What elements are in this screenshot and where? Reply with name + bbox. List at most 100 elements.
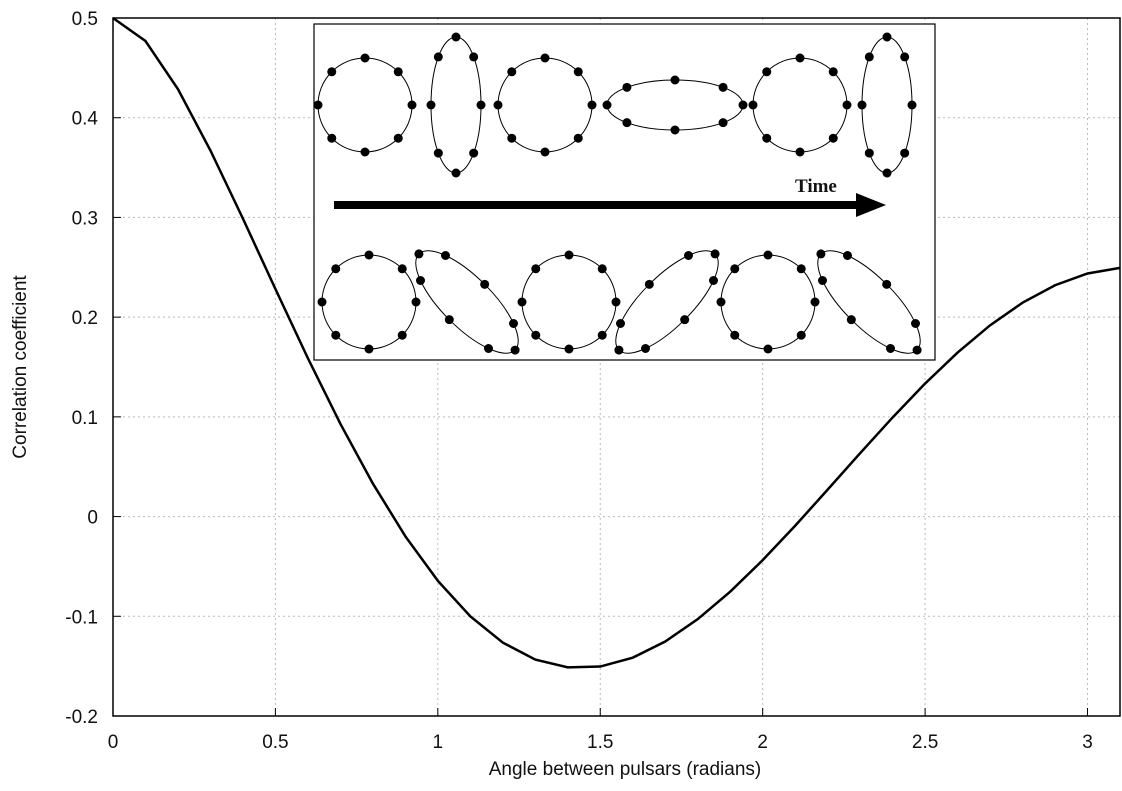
particle	[670, 75, 680, 85]
y-tick-label: -0.1	[65, 607, 98, 628]
particle	[796, 330, 806, 340]
particle	[795, 53, 805, 63]
particle	[816, 249, 826, 259]
ring	[602, 75, 748, 135]
particle	[327, 67, 337, 77]
x-tick-label: 3	[1082, 732, 1093, 753]
ring	[317, 250, 421, 354]
x-tick-label: 1.5	[587, 732, 613, 753]
x-axis-label: Angle between pulsars (radians)	[489, 759, 762, 780]
particle	[469, 52, 479, 62]
inset: Time	[313, 23, 936, 361]
particle	[483, 343, 493, 353]
particle	[718, 118, 728, 128]
particle	[397, 330, 407, 340]
particle	[762, 67, 772, 77]
particle	[846, 315, 856, 325]
particle	[857, 100, 867, 110]
y-tick-label: -0.2	[65, 707, 98, 728]
particle	[414, 249, 424, 259]
particle	[828, 133, 838, 143]
particle	[364, 344, 374, 354]
ring	[426, 32, 486, 178]
particle	[882, 279, 892, 289]
y-tick-label: 0.5	[72, 9, 98, 30]
particle	[907, 100, 917, 110]
particle	[451, 168, 461, 178]
particle	[393, 133, 403, 143]
particle	[900, 52, 910, 62]
particle	[842, 100, 852, 110]
particle	[683, 251, 693, 261]
particle	[469, 148, 479, 158]
particle	[451, 32, 461, 42]
particle	[710, 249, 720, 259]
y-tick-label: 0.3	[72, 208, 98, 229]
particle	[507, 67, 517, 77]
particle	[762, 133, 772, 143]
ring	[748, 53, 852, 157]
particle	[393, 67, 403, 77]
particle	[327, 133, 337, 143]
particle	[507, 133, 517, 143]
ring	[517, 250, 621, 354]
time-arrowhead	[856, 193, 886, 217]
x-tick-label: 0	[108, 732, 119, 753]
particle	[795, 147, 805, 157]
particle	[622, 118, 632, 128]
particle	[597, 264, 607, 274]
particle	[480, 279, 490, 289]
particle	[614, 345, 624, 355]
particle	[885, 343, 895, 353]
particle	[407, 100, 417, 110]
x-tick-label: 0.5	[262, 732, 288, 753]
particle	[730, 330, 740, 340]
particle	[611, 297, 621, 307]
particle	[540, 53, 550, 63]
ring	[493, 53, 597, 157]
particle	[602, 100, 612, 110]
particle	[493, 100, 503, 110]
particle	[864, 52, 874, 62]
y-axis-label: Correlation coefficient	[10, 275, 31, 459]
particle	[738, 100, 748, 110]
ring	[414, 249, 520, 355]
particle	[680, 315, 690, 325]
particle	[810, 297, 820, 307]
particle	[828, 67, 838, 77]
particle	[441, 251, 451, 261]
particle	[730, 264, 740, 274]
ring	[313, 53, 417, 157]
particle	[864, 148, 874, 158]
curve	[112, 16, 1121, 669]
particle	[531, 330, 541, 340]
ring	[857, 32, 917, 178]
ring	[716, 250, 820, 354]
particle	[331, 264, 341, 274]
particle	[317, 297, 327, 307]
particle	[644, 279, 654, 289]
particle	[597, 330, 607, 340]
y-tick-label: 0.1	[72, 408, 98, 429]
particle	[360, 147, 370, 157]
particle	[508, 318, 518, 328]
particle	[364, 250, 374, 260]
ring	[614, 249, 720, 355]
particle	[476, 100, 486, 110]
particle	[910, 318, 920, 328]
particle	[622, 82, 632, 92]
y-tick-label: 0.2	[72, 308, 98, 329]
x-tick-label: 2.5	[912, 732, 938, 753]
particle	[517, 297, 527, 307]
particle	[900, 148, 910, 158]
particle	[818, 276, 828, 286]
y-tick-label: 0	[87, 508, 98, 529]
x-tick-label: 2	[757, 732, 768, 753]
particle	[360, 53, 370, 63]
particle	[564, 250, 574, 260]
plot-frame	[112, 17, 1121, 717]
particle	[708, 276, 718, 286]
particle	[641, 343, 651, 353]
ring	[816, 249, 922, 355]
